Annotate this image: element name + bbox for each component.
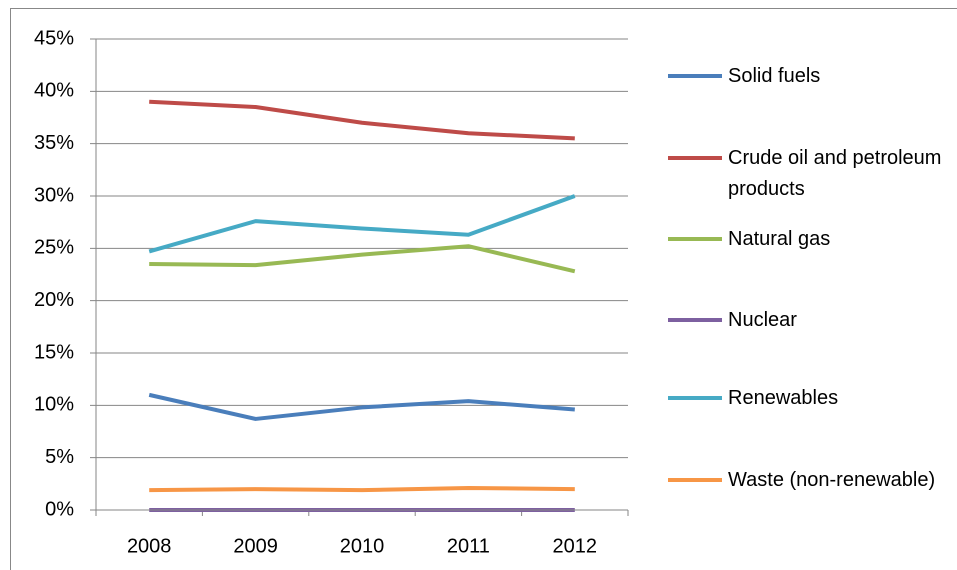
series-line [149, 486, 575, 493]
x-tick-label: 2011 [447, 535, 490, 557]
y-tick-label: 5% [45, 446, 74, 468]
x-tick-label: 2010 [340, 535, 385, 557]
y-tick-label: 15% [34, 341, 74, 363]
y-tick-label: 25% [34, 237, 74, 259]
legend-label: Renewables [728, 387, 839, 409]
legend-swatch [668, 318, 722, 322]
legend-entry: Crude oil and petroleum products [668, 143, 953, 205]
legend-label: Waste (non-renewable) [728, 469, 936, 491]
x-tick-label: 2008 [127, 535, 172, 557]
legend-entry: Renewables [668, 383, 953, 414]
legend-entry: Natural gas [668, 224, 953, 255]
y-tick-label: 10% [34, 394, 74, 416]
legend-swatch [668, 478, 722, 482]
chart-frame [10, 8, 957, 570]
legend-entry: Solid fuels [668, 61, 953, 92]
x-tick-label: 2012 [553, 535, 598, 557]
y-tick-label: 40% [34, 80, 74, 102]
legend-label: Solid fuels [728, 65, 821, 87]
legend-label: Nuclear [728, 309, 797, 331]
series-line [148, 194, 576, 254]
x-tick-label: 2009 [233, 535, 278, 557]
legend-swatch [668, 396, 722, 400]
y-tick-label: 45% [34, 27, 74, 49]
series-line [149, 99, 575, 141]
y-tick-label: 30% [34, 184, 74, 206]
series-line [148, 392, 575, 421]
legend-swatch [668, 74, 722, 78]
legend-entry: Nuclear [668, 305, 953, 336]
legend-swatch [668, 237, 722, 241]
y-tick-label: 20% [34, 289, 74, 311]
legend-label: Natural gas [728, 228, 831, 250]
legend-label: Crude oil and petroleum products [728, 147, 942, 200]
series-line [149, 244, 576, 274]
y-tick-label: 35% [34, 132, 74, 154]
y-tick-label: 0% [45, 498, 74, 520]
legend-entry: Waste (non-renewable) [668, 465, 953, 496]
legend-swatch [668, 156, 722, 160]
